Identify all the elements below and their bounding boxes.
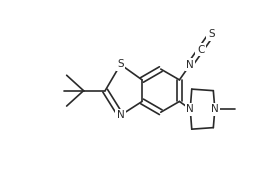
Text: N: N [186,104,194,114]
Text: S: S [117,59,124,69]
Text: N: N [117,110,124,120]
Text: S: S [208,30,215,40]
Text: C: C [197,45,204,55]
Text: N: N [186,60,194,70]
Text: N: N [211,104,219,114]
